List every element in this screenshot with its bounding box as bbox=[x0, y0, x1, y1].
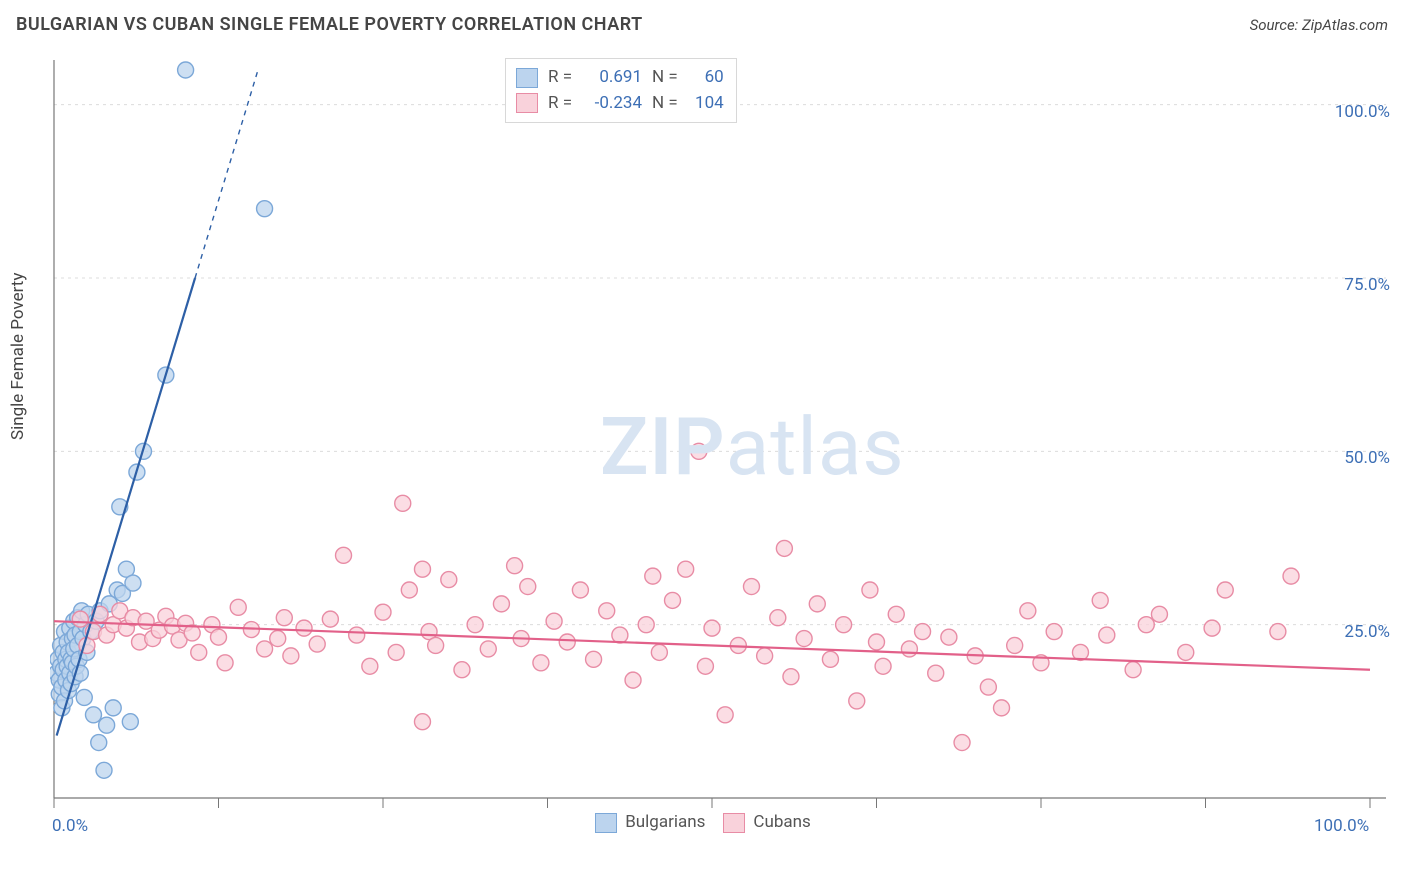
bottom-legend: Bulgarians Cubans bbox=[0, 812, 1406, 833]
y-axis-label: Single Female Poverty bbox=[8, 273, 28, 440]
legend-item: Cubans bbox=[723, 812, 810, 833]
stats-swatch bbox=[516, 93, 538, 113]
chart-title: BULGARIAN VS CUBAN SINGLE FEMALE POVERTY… bbox=[16, 14, 643, 35]
chart-container: BULGARIAN VS CUBAN SINGLE FEMALE POVERTY… bbox=[0, 0, 1406, 892]
stats-r-label: R = bbox=[548, 91, 572, 117]
stats-r-value: 0.691 bbox=[582, 65, 642, 91]
stats-row: R = -0.234 N = 104 bbox=[516, 91, 724, 117]
legend-swatch bbox=[595, 813, 617, 833]
legend-label: Bulgarians bbox=[625, 812, 705, 832]
stats-n-label: N = bbox=[652, 65, 678, 91]
stats-r-value: -0.234 bbox=[582, 91, 642, 117]
stats-r-label: R = bbox=[548, 65, 572, 91]
stats-n-value: 104 bbox=[688, 91, 724, 117]
y-tick-label: 75.0% bbox=[1320, 275, 1390, 295]
x-tick-label: 100.0% bbox=[1314, 816, 1369, 836]
stats-row: R = 0.691 N = 60 bbox=[516, 65, 724, 91]
plot-area bbox=[50, 50, 1390, 840]
y-tick-label: 50.0% bbox=[1320, 448, 1390, 468]
legend-item: Bulgarians bbox=[595, 812, 705, 833]
stats-n-label: N = bbox=[652, 91, 678, 117]
x-tick-label: 0.0% bbox=[52, 816, 88, 836]
legend-label: Cubans bbox=[753, 812, 810, 832]
y-tick-label: 100.0% bbox=[1320, 102, 1390, 122]
stats-swatch bbox=[516, 68, 538, 88]
y-tick-label: 25.0% bbox=[1320, 622, 1390, 642]
source-attribution: Source: ZipAtlas.com bbox=[1250, 16, 1388, 34]
stats-n-value: 60 bbox=[688, 65, 724, 91]
legend-swatch bbox=[723, 813, 745, 833]
scatter-plot-svg bbox=[50, 50, 1390, 840]
stats-legend-box: R = 0.691 N = 60 R = -0.234 N = 104 bbox=[505, 58, 737, 123]
